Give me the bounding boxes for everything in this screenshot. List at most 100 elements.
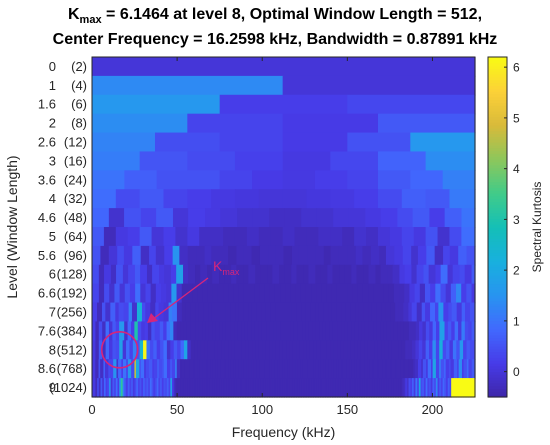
heatmap-cell [92,378,96,398]
heatmap-cell [347,378,350,398]
heatmap-cell [163,378,166,398]
heatmap-cell [376,302,383,323]
heatmap-cell [243,283,250,304]
y-axis-label: Level (Window Length) [4,155,20,298]
heatmap-cell [187,113,284,134]
colorbar-band [488,79,507,84]
heatmap-cell [279,378,282,398]
heatmap-cell [284,378,287,398]
heatmap-cell [211,227,224,247]
heatmap-cell [408,359,411,379]
heatmap-cell [204,245,212,266]
y-tick-level-label: 4 [49,191,56,206]
heatmap-cell [385,359,388,379]
heatmap-cell [425,189,451,209]
colorbar-band [488,156,507,160]
heatmap-cell [411,264,418,285]
heatmap-cell [238,340,243,360]
heatmap-cell [463,359,468,379]
heatmap-cell [400,378,403,398]
heatmap-cell [398,302,404,323]
heatmap-cell [309,378,313,398]
colorbar-band [488,96,507,101]
colorbar-band [488,173,507,177]
heatmap-cell [172,208,189,228]
colorbar-band [488,57,507,61]
heatmap-cell [461,208,476,228]
heatmap-cell [233,378,236,398]
heatmap-cell [251,359,254,379]
colorbar-band [488,167,507,171]
heatmap-cell [331,302,338,323]
heatmap-cell [199,378,202,398]
heatmap-cell [294,227,308,247]
heatmap-cell [307,245,317,266]
heatmap-cell [305,283,312,304]
heatmap-cell [306,227,319,247]
heatmap-cell [350,302,356,323]
chart-title-line-1: Kmax = 6.1464 at level 8, Optimal Window… [0,6,550,26]
heatmap-cell [240,378,243,398]
heatmap-cell [246,378,250,398]
heatmap-cell [323,302,330,323]
colorbar-band [488,357,507,361]
colorbar-band [488,374,507,378]
heatmap-cell [100,359,105,379]
colorbar-band [488,343,507,347]
heatmap-cell [379,245,387,266]
heatmap-cell [228,359,232,379]
heatmap-cell [304,378,308,398]
heatmap-cell [377,378,381,398]
heatmap-cell [373,321,378,341]
y-tick-level-label: 7.6 [38,323,56,338]
heatmap-cell [416,264,425,285]
heatmap-cell [464,378,468,398]
heatmap-cell [315,321,320,341]
heatmap-cell [445,359,450,379]
heatmap-cell [148,378,151,398]
heatmap-cell [456,340,461,360]
heatmap-cell [417,245,427,266]
heatmap-cell [259,359,263,379]
heatmap-cell [371,378,374,398]
heatmap-cell [365,208,382,228]
heatmap-cell [155,245,165,266]
heatmap-cell [122,378,125,398]
heatmap-cell [354,227,367,247]
heatmap-cell [310,359,315,379]
heatmap-cell [105,340,110,360]
heatmap-cell [176,302,183,323]
heatmap-cell [432,340,437,360]
colorbar-band [488,255,507,259]
heatmap-cell [343,340,348,360]
heatmap-cell [280,378,284,398]
heatmap-cell [168,302,173,323]
heatmap-cell [361,321,366,341]
heatmap-cell [241,378,245,398]
heatmap-cell [154,378,158,398]
heatmap-cell [92,208,110,228]
colorbar-band [488,337,507,341]
heatmap-cell [266,359,271,379]
heatmap-cell [295,283,302,304]
colorbar-band [488,385,507,390]
heatmap-cell [400,359,404,379]
heatmap-cell [321,378,325,398]
heatmap-cell [471,283,476,304]
heatmap-cell [158,378,161,398]
heatmap-cell [98,283,105,304]
heatmap-cell [297,321,303,341]
colorbar-band [488,295,507,299]
heatmap-cell [149,378,153,398]
heatmap-cell [297,378,301,398]
heatmap-cell [403,378,406,398]
heatmap-cell [448,302,453,323]
colorbar-band [488,184,507,188]
heatmap-cell [108,359,111,379]
heatmap-cell [248,340,253,360]
heatmap-cell [347,170,379,190]
heatmap-cell [243,302,250,323]
heatmap-cell [381,340,386,360]
heatmap-cell [177,340,182,360]
heatmap-cell [187,170,221,190]
